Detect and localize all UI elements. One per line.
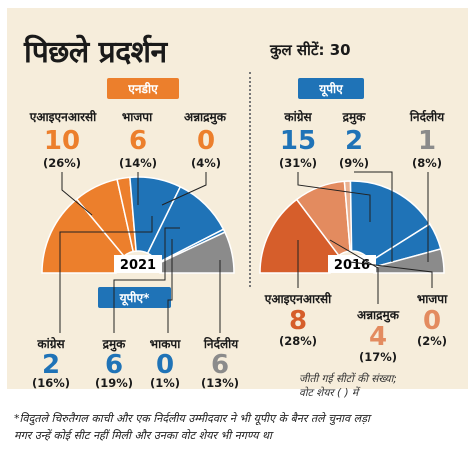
share-2021-independent: (13%): [200, 376, 240, 390]
footnote-line-1: *विदुतले चिरुतैगल काची और एक निर्दलीय उम…: [14, 412, 370, 425]
nda-tag: एनडीए: [107, 78, 179, 99]
label-2021-ainrc: एआइएनआरसी: [29, 110, 97, 124]
label-2016-congress: कांग्रेस: [284, 110, 312, 124]
label-2016-ainrc: एआइएनआरसी: [264, 292, 332, 306]
label-2016-dmk: द्रमुक: [342, 110, 366, 124]
seats-2021-congress: 2: [41, 350, 61, 380]
label-2021-independent: निर्दलीय: [203, 337, 239, 351]
seats-2016-independent: 1: [417, 126, 437, 156]
share-2016-dmk: (9%): [338, 156, 370, 170]
chart-2016: 2016: [259, 180, 445, 274]
share-2021-congress: (16%): [31, 376, 71, 390]
seats-2021-dmk: 6: [104, 350, 124, 380]
seats-2021-bjp: 6: [128, 126, 148, 156]
leader-2016-aiadmk: [329, 239, 379, 304]
chart-note: जीती गई सीटों की संख्या; वोट शेयर ( ) मे…: [299, 372, 397, 400]
label-2016-aiadmk: अन्नाद्रमुक: [357, 308, 399, 322]
footnote-line-2: मगर उन्हें कोई सीट नहीं मिली और उनका वोट…: [14, 429, 272, 442]
share-2016-congress: (31%): [278, 156, 318, 170]
share-2016-independent: (8%): [411, 156, 443, 170]
leader-2016-congress: [297, 172, 371, 222]
divider: [249, 72, 251, 287]
share-2016-ainrc: (28%): [278, 334, 318, 348]
footnote: *विदुतले चिरुतैगल काची और एक निर्दलीय उम…: [14, 410, 469, 444]
year-cap-2021: [114, 255, 162, 273]
note-line-1: जीती गई सीटों की संख्या;: [299, 373, 397, 385]
leader-2016-bjp: [349, 261, 433, 288]
label-2021-dmk: द्रमुक: [102, 337, 126, 351]
share-2021-dmk: (19%): [94, 376, 134, 390]
share-2021-bjp: (14%): [118, 156, 158, 170]
share-2016-bjp: (2%): [416, 334, 448, 348]
total-seats: कुल सीटें: 30: [270, 41, 351, 59]
seats-2016-aiadmk: 4: [368, 322, 388, 352]
share-2016-aiadmk: (17%): [358, 350, 398, 364]
upa-tag-2021: यूपीए*: [98, 287, 171, 308]
leader-2021-aiadmk: [161, 172, 207, 206]
share-2021-ainrc: (26%): [42, 156, 82, 170]
year-label-2021: 2021: [120, 258, 156, 273]
leader-2016-dmk: [354, 171, 393, 262]
label-2021-congress: कांग्रेस: [37, 337, 65, 351]
seats-2016-bjp: 0: [422, 306, 442, 336]
seats-2016-congress: 15: [279, 126, 317, 156]
seats-2016-ainrc: 8: [288, 306, 308, 336]
leader-lines: [59, 171, 433, 333]
leader-2021-congress: [59, 216, 153, 333]
share-2021-cpi: (1%): [149, 376, 181, 390]
seats-2021-independent: 6: [210, 350, 230, 380]
note-line-2: वोट शेयर ( ) में: [299, 387, 359, 399]
label-2021-cpi: भाकपा: [149, 337, 181, 351]
label-2021-bjp: भाजपा: [121, 110, 153, 124]
seats-2021-ainrc: 10: [43, 126, 81, 156]
slice-2016-1: [295, 180, 351, 257]
label-2021-aiadmk: अन्नाद्रमुक: [184, 110, 226, 124]
label-2016-bjp: भाजपा: [416, 292, 448, 306]
leader-2021-ainrc: [61, 172, 93, 216]
share-2021-aiadmk: (4%): [190, 156, 222, 170]
leader-2021-dmk: [113, 227, 180, 333]
chart-2021: 2021: [41, 176, 235, 274]
slice-2021-3: [129, 176, 182, 255]
seats-2016-dmk: 2: [344, 126, 364, 156]
chart-title: पिछले प्रदर्शन: [24, 35, 167, 70]
leader-2021-cpi: [167, 239, 173, 333]
seats-2021-aiadmk: 0: [196, 126, 216, 156]
upa-tag-2016: यूपीए: [298, 78, 364, 99]
label-2016-independent: निर्दलीय: [409, 110, 445, 124]
seats-2021-cpi: 0: [155, 350, 175, 380]
year-label-2016: 2016: [334, 258, 370, 273]
